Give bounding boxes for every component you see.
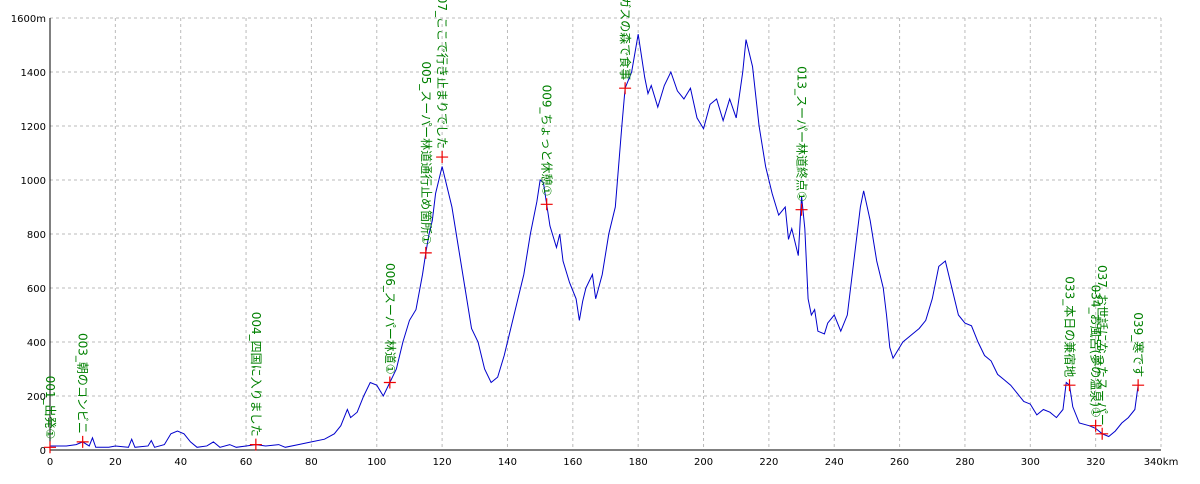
x-tick-label: 340km	[1144, 457, 1179, 468]
waypoint-marker	[419, 246, 432, 259]
waypoint-marker	[795, 203, 808, 216]
waypoint-marker	[44, 441, 56, 454]
waypoint-label: 039_寒です	[1131, 312, 1146, 377]
x-tick-label: 200	[694, 457, 713, 468]
waypoint-marker	[1096, 427, 1109, 440]
x-tick-label: 80	[305, 457, 318, 468]
y-tick-label: 600	[27, 284, 46, 295]
waypoint-label: 001_出発①	[43, 376, 57, 440]
waypoint-label: 006_スーパー林道①	[383, 263, 397, 375]
x-tick-label: 300	[1021, 457, 1040, 468]
y-tick-label: 800	[27, 230, 46, 241]
y-tick-label: 1400	[21, 68, 46, 79]
x-tick-label: 20	[109, 457, 122, 468]
x-tick-label: 160	[563, 457, 582, 468]
waypoint-marker	[436, 151, 449, 164]
x-tick-label: 100	[367, 457, 386, 468]
waypoint-label: 033_本日の兼宿地	[1063, 276, 1078, 377]
x-tick-label: 220	[759, 457, 778, 468]
waypoint-label: 003_朝のコンビニ	[76, 333, 90, 434]
x-tick-label: 0	[47, 457, 53, 468]
waypoint-marker	[76, 435, 89, 448]
waypoint-label: 004_四国に入りました	[249, 312, 263, 437]
waypoint-marker	[1089, 419, 1102, 432]
waypoint-label: 007_ここで行き止まりでした	[435, 0, 449, 149]
y-tick-label: 1000	[21, 176, 46, 187]
x-tick-label: 140	[498, 457, 517, 468]
x-tick-label: 320	[1086, 457, 1105, 468]
waypoint-label: 012_ファガスの森で食事	[618, 0, 633, 80]
waypoint-label: 009_ちょっと休憩①	[540, 85, 555, 197]
y-tick-label: 1600m	[11, 14, 46, 25]
x-tick-label: 180	[629, 457, 648, 468]
x-tick-label: 40	[174, 457, 187, 468]
x-tick-label: 60	[240, 457, 253, 468]
waypoint-marker	[249, 438, 262, 451]
x-tick-label: 120	[433, 457, 452, 468]
x-tick-label: 260	[890, 457, 909, 468]
y-tick-label: 0	[40, 446, 46, 457]
waypoint-label: 037_お世話になったスーパー	[1095, 265, 1110, 426]
y-tick-label: 1200	[21, 122, 46, 133]
waypoint-label: 013_スーパー林道終点①	[795, 66, 810, 202]
waypoint-label: 005_スーパー林道通行止め箇所①	[419, 61, 433, 245]
y-tick-label: 400	[27, 338, 46, 349]
waypoint-marker	[383, 376, 396, 389]
x-tick-label: 280	[955, 457, 974, 468]
elevation-line	[50, 34, 1139, 448]
waypoint-marker	[1063, 379, 1076, 392]
waypoint-marker	[619, 82, 632, 95]
waypoint-marker	[1132, 379, 1145, 392]
waypoint-label: 034_お風呂(夢の温泉)①	[1089, 285, 1103, 418]
waypoint-marker	[540, 198, 553, 211]
y-tick-label: 200	[27, 392, 46, 403]
x-tick-label: 240	[825, 457, 844, 468]
